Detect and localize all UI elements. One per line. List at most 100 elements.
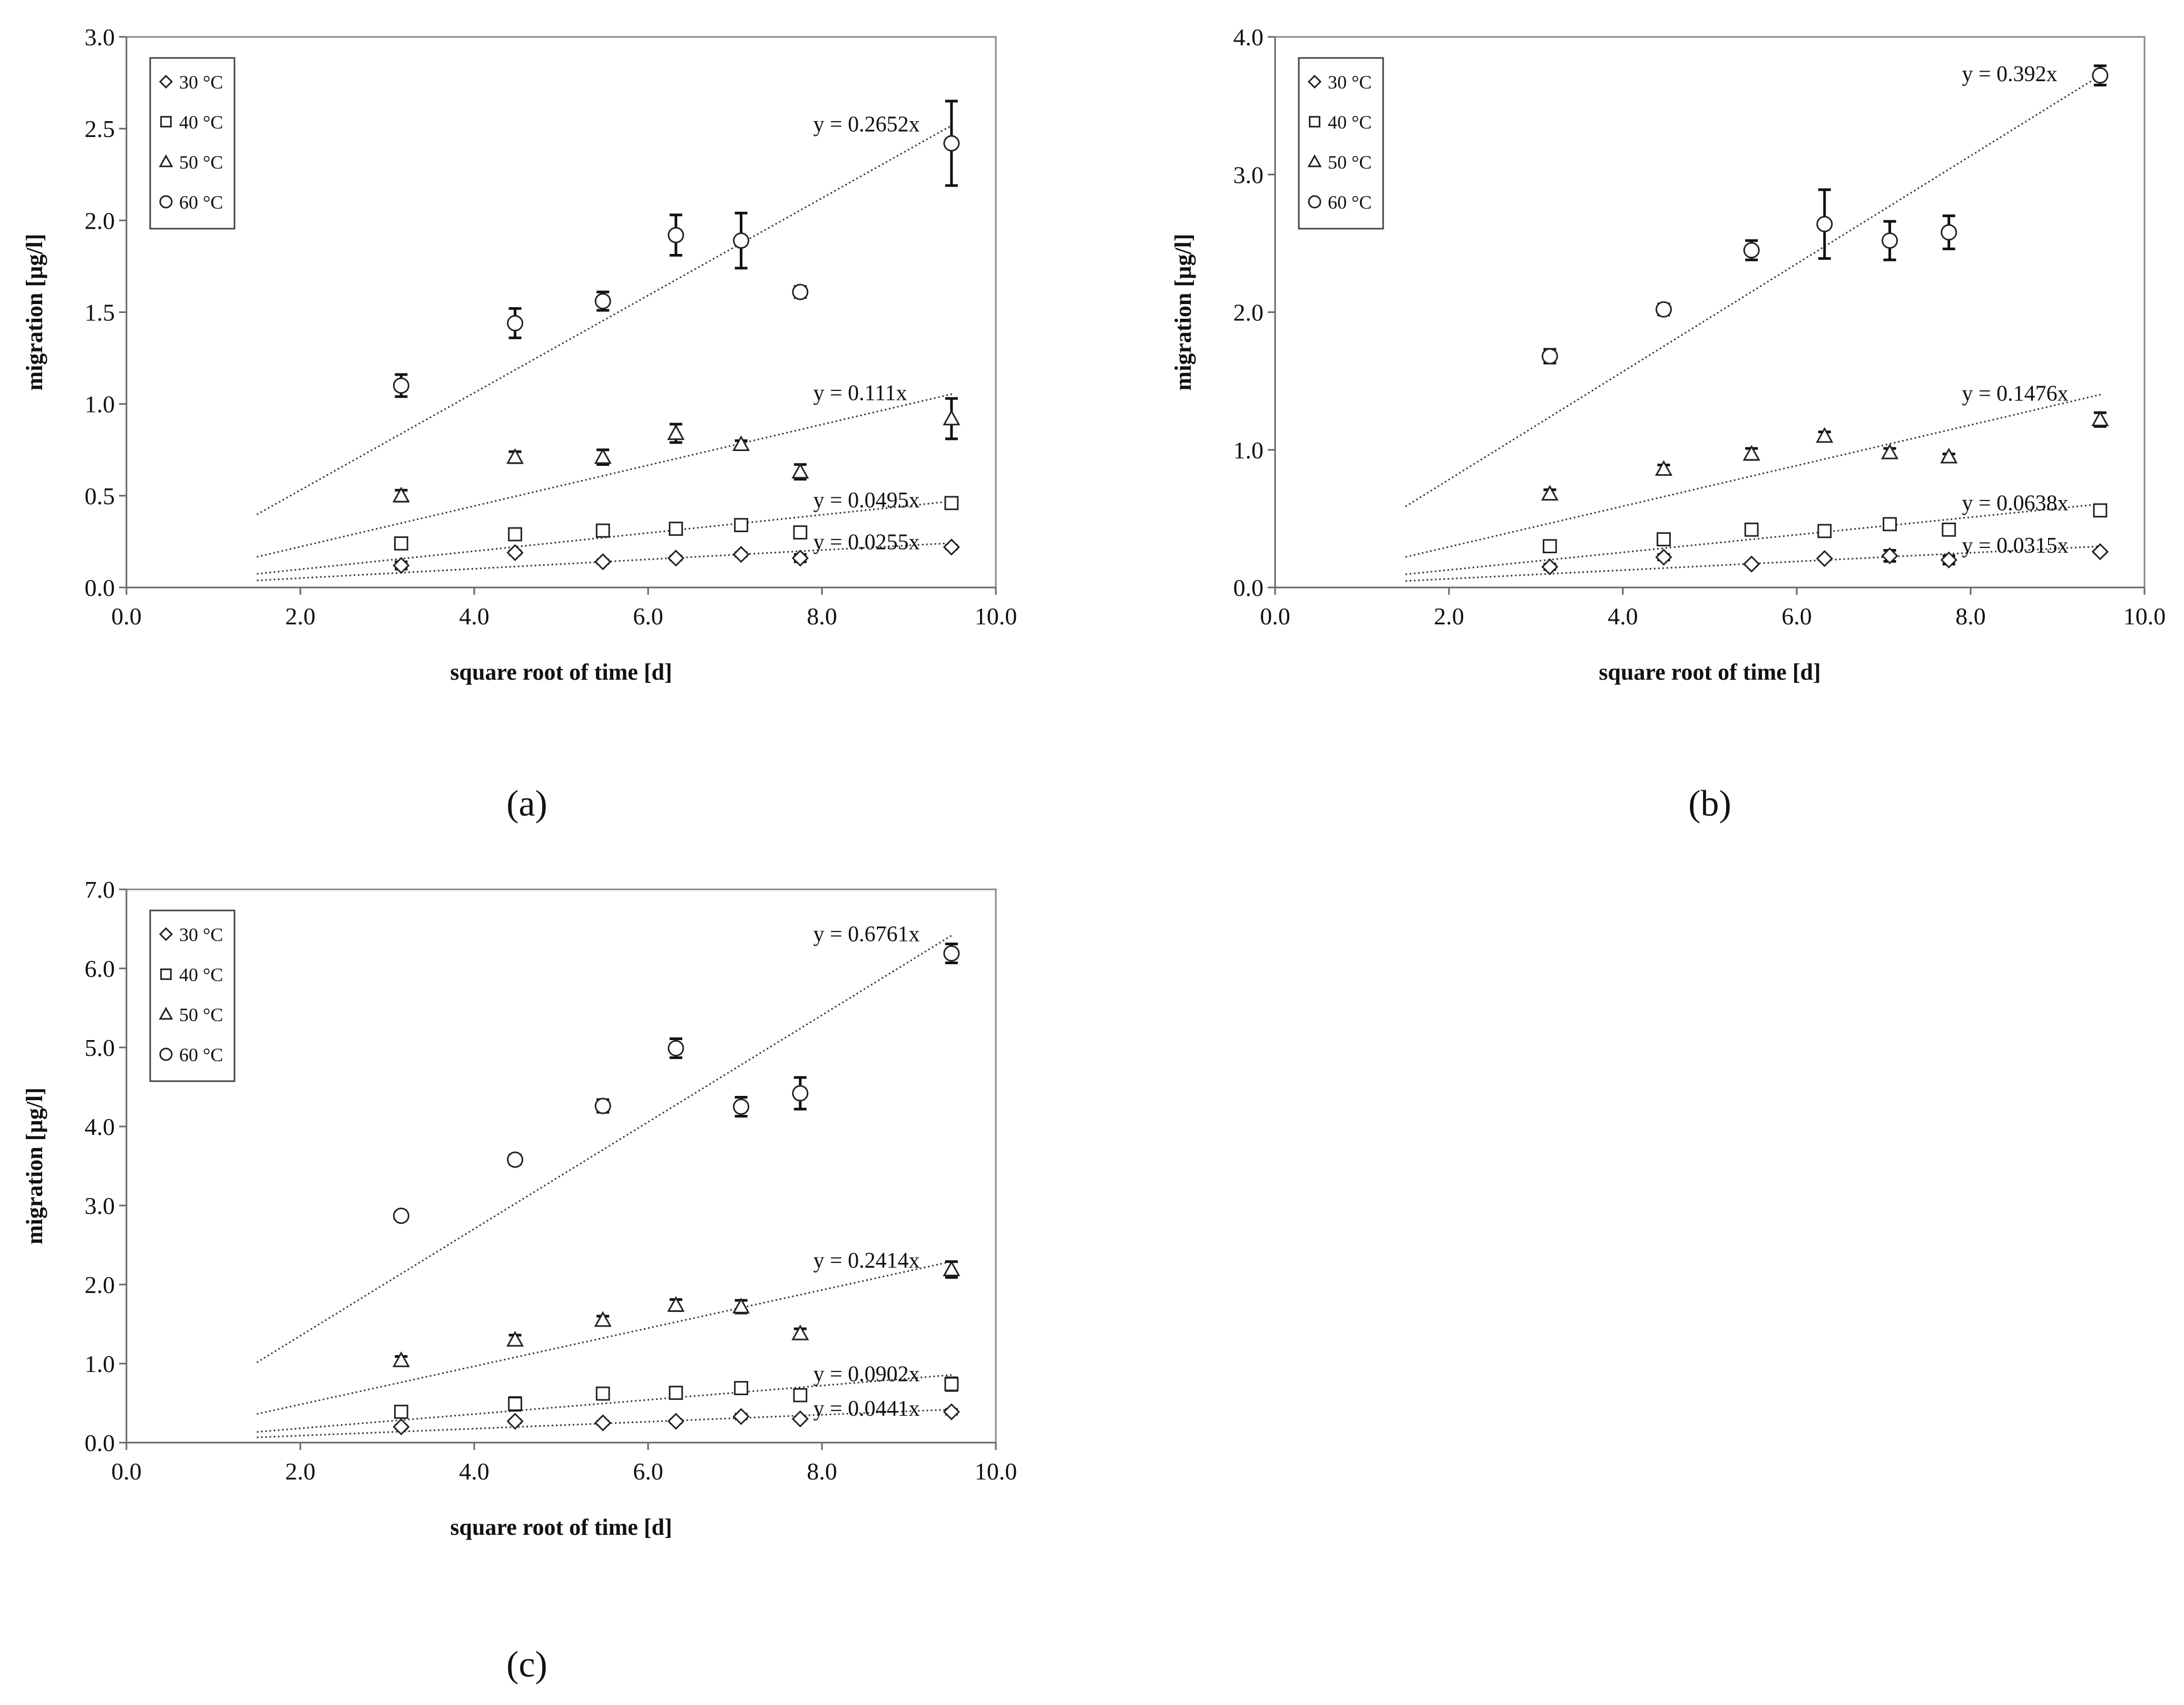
data-point-circle [594, 1098, 611, 1114]
trend-equation: y = 0.0902x [814, 1362, 920, 1386]
panel-label-b: (b) [1688, 783, 1731, 824]
trend-equation: y = 0.392x [1962, 62, 2058, 86]
data-point-diamond [506, 1413, 524, 1430]
trend-equation: y = 0.6761x [814, 923, 920, 947]
y-tick-label: 2.5 [85, 115, 115, 142]
legend-marker-square [1309, 116, 1320, 128]
trendline-60c [1405, 74, 2102, 507]
x-axis-title: square root of time [d] [450, 659, 672, 685]
data-point-triangle [791, 1324, 809, 1340]
data-point-diamond [1881, 547, 1898, 565]
data-point-square [1942, 522, 1956, 537]
data-point-triangle [667, 1296, 685, 1312]
x-tick-label: 10.0 [2123, 603, 2166, 630]
data-point-square [944, 496, 959, 511]
x-tick-label: 2.0 [285, 1458, 316, 1485]
chart-3: 0.0 1.0 2.0 3.0 4.0 5.0 6.0 7.0 0.0 2.0 4.0 6.0 8.0 1… [22, 876, 1017, 1540]
data-point-triangle [506, 448, 524, 464]
data-point-circle [594, 293, 611, 310]
y-tick-label: 0.0 [85, 574, 115, 601]
data-point-circle [1941, 224, 1957, 241]
data-point-triangle [791, 463, 809, 479]
x-tick-label: 10.0 [975, 603, 1017, 630]
y-tick-label: 0.5 [85, 483, 115, 509]
data-point-circle [943, 945, 960, 962]
data-point-square [1883, 517, 1897, 532]
y-tick-label: 6.0 [85, 955, 115, 982]
data-point-square [2093, 503, 2108, 518]
data-point-circle [1541, 348, 1558, 365]
legend-marker-circle [159, 1047, 173, 1061]
data-point-diamond [791, 550, 809, 567]
data-point-square [734, 518, 748, 532]
x-tick-label: 6.0 [1781, 603, 1812, 630]
trend-equation: y = 0.1476x [1962, 382, 2069, 406]
trend-equation: y = 0.111x [814, 381, 907, 406]
plot-area [125, 888, 997, 1444]
legend-label: 40 °C [179, 112, 223, 133]
trend-equation: y = 0.0441x [814, 1397, 920, 1421]
data-point-triangle [594, 448, 612, 464]
data-point-square [793, 525, 808, 540]
y-tick-label: 2.0 [85, 1271, 115, 1298]
y-tick-label: 1.0 [85, 391, 115, 418]
legend-marker-triangle [159, 1006, 173, 1020]
legend-label: 60 °C [1328, 192, 1372, 213]
data-point-square [1817, 524, 1832, 538]
panel-label-c: (c) [506, 1644, 547, 1685]
data-point-diamond [667, 550, 684, 567]
x-tick-label: 0.0 [1260, 603, 1290, 630]
data-point-triangle [392, 486, 410, 503]
y-tick-label: 1.0 [85, 1350, 115, 1377]
legend-label: 50 °C [179, 152, 223, 173]
legend-label: 30 °C [1328, 72, 1372, 93]
data-point-diamond [791, 1410, 809, 1428]
legend-marker-square [160, 116, 172, 128]
data-point-diamond [943, 538, 960, 556]
data-point-circle [792, 283, 809, 300]
y-tick-label: 3.0 [1233, 161, 1264, 188]
data-point-triangle [1742, 445, 1760, 461]
data-point-triangle [1655, 460, 1673, 476]
data-point-diamond [732, 1408, 750, 1425]
data-point-square [394, 536, 408, 551]
chart-2: 0.0 1.0 2.0 3.0 4.0 0.0 2.0 4.0 6.0 8.0 10.0 square… [1170, 24, 2166, 685]
trend-equation: y = 0.0315x [1962, 534, 2069, 558]
legend-marker-diamond [1307, 74, 1322, 89]
data-point-diamond [1940, 551, 1957, 569]
data-point-diamond [943, 1403, 960, 1420]
data-point-triangle [1541, 485, 1559, 501]
x-axis-title: square root of time [d] [1599, 659, 1820, 685]
legend-marker-square [160, 968, 172, 980]
data-point-square [508, 1397, 522, 1411]
x-tick-label: 2.0 [285, 603, 316, 630]
x-tick-label: 0.0 [111, 1458, 142, 1485]
trend-equation: y = 0.0255x [814, 531, 920, 555]
legend-label: 60 °C [179, 192, 223, 213]
y-tick-label: 5.0 [85, 1034, 115, 1061]
trendline-50c [1405, 394, 2101, 558]
y-tick-label: 1.5 [85, 299, 115, 326]
legend-marker-circle [1308, 195, 1321, 209]
legend-label: 30 °C [179, 924, 223, 945]
data-point-square [1543, 539, 1557, 554]
data-point-diamond [506, 544, 524, 561]
data-point-square [1744, 522, 1759, 537]
y-axis-title: migration [µg/l] [22, 1087, 47, 1245]
data-point-diamond [594, 553, 612, 571]
data-point-circle [1816, 215, 1833, 232]
panel-label-a: (a) [506, 783, 547, 824]
data-point-triangle [594, 1311, 612, 1327]
data-point-square [734, 1381, 748, 1395]
data-point-triangle [732, 435, 750, 451]
legend-marker-diamond [159, 74, 173, 89]
data-point-triangle [667, 424, 685, 440]
legend-marker-diamond [159, 927, 173, 942]
x-tick-label: 4.0 [459, 1458, 489, 1485]
data-point-diamond [594, 1414, 612, 1432]
data-point-circle [2092, 67, 2109, 84]
legend-label: 50 °C [1328, 152, 1372, 173]
x-tick-label: 4.0 [459, 603, 489, 630]
